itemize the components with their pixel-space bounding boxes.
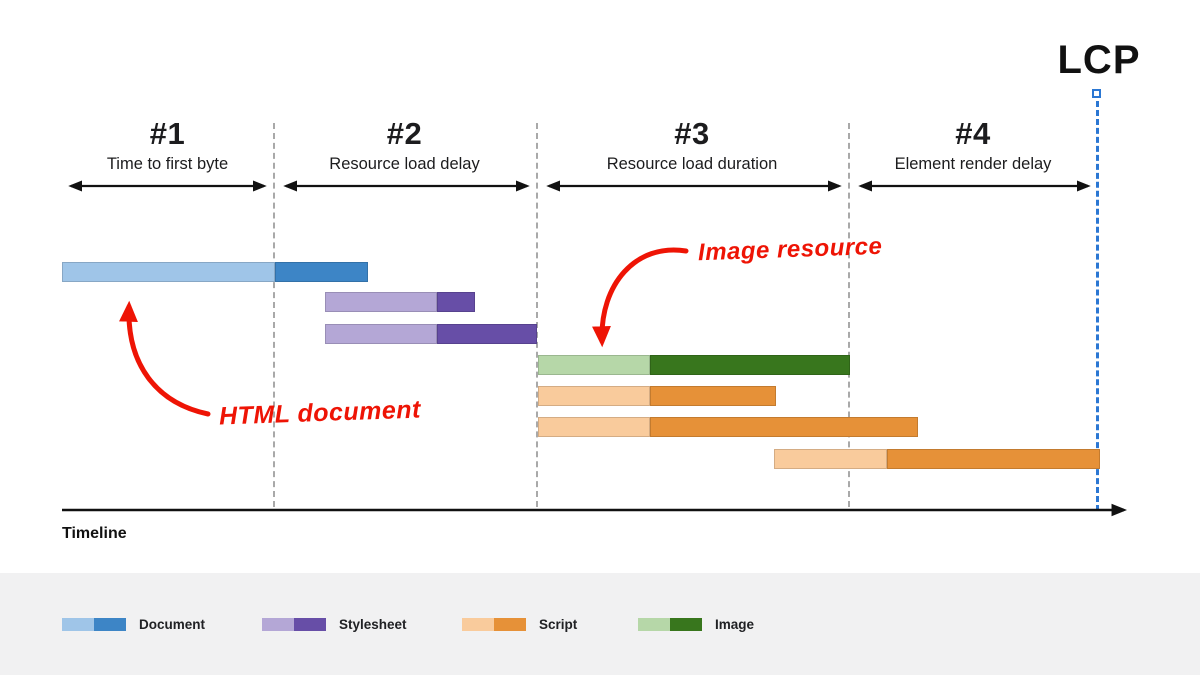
bar-document-light bbox=[62, 262, 275, 282]
timeline-label: Timeline bbox=[62, 525, 127, 542]
bar-script-2-light bbox=[538, 417, 650, 437]
bar-stylesheet-2-light bbox=[325, 324, 437, 344]
bar-document-dark bbox=[275, 262, 368, 282]
phase-1-number: #1 bbox=[149, 116, 186, 151]
legend-label-document: Document bbox=[139, 616, 206, 632]
image-light-swatch bbox=[638, 617, 670, 631]
lcp-marker-square bbox=[1092, 89, 1101, 98]
phase-4-label: Element render delay bbox=[894, 155, 1052, 173]
legend-entry-image: Image bbox=[638, 573, 754, 675]
phase-2-header: #2 Resource load delay bbox=[273, 116, 536, 174]
legend-entry-script: Script bbox=[462, 573, 577, 675]
html-document-annotation: HTML document bbox=[218, 395, 422, 431]
phase-3-number: #3 bbox=[674, 116, 710, 151]
script-swatch bbox=[462, 617, 526, 631]
phase-4-number: #4 bbox=[955, 116, 991, 151]
document-light-swatch bbox=[62, 617, 94, 631]
bar-script-1-light bbox=[538, 386, 650, 406]
lcp-time-line bbox=[1096, 101, 1099, 511]
phase-3-label: Resource load duration bbox=[606, 155, 778, 173]
phase-2-number: #2 bbox=[386, 116, 423, 151]
phase-1-header: #1 Time to first byte bbox=[62, 116, 273, 174]
script-light-swatch bbox=[462, 617, 494, 631]
image-resource-arrow bbox=[592, 247, 689, 348]
phase-boundary-line-3 bbox=[848, 123, 850, 507]
script-dark-swatch bbox=[494, 617, 526, 631]
legend-entry-document: Document bbox=[62, 573, 205, 675]
stylesheet-swatch bbox=[262, 617, 326, 631]
bar-image-light bbox=[538, 355, 650, 375]
phase-4-header: #4 Element render delay bbox=[848, 116, 1098, 174]
phase-1-label: Time to first byte bbox=[106, 155, 229, 173]
document-dark-swatch bbox=[94, 617, 126, 631]
stylesheet-light-swatch bbox=[262, 617, 294, 631]
document-swatch bbox=[62, 617, 126, 631]
stylesheet-dark-swatch bbox=[294, 617, 326, 631]
image-swatch bbox=[638, 617, 702, 631]
phase-3-header: #3 Resource load duration bbox=[536, 116, 848, 174]
html-document-arrow bbox=[119, 300, 211, 417]
bar-stylesheet-1-dark bbox=[437, 292, 475, 312]
legend-label-script: Script bbox=[539, 616, 578, 632]
phase-2-label: Resource load delay bbox=[329, 155, 480, 173]
bar-script-2-dark bbox=[650, 417, 918, 437]
legend: Document Stylesheet Script Image bbox=[0, 573, 1200, 675]
legend-label-stylesheet: Stylesheet bbox=[339, 616, 407, 632]
bar-script-3-dark bbox=[887, 449, 1100, 469]
bar-script-1-dark bbox=[650, 386, 776, 406]
bar-script-3-light bbox=[774, 449, 887, 469]
bar-image-dark bbox=[650, 355, 850, 375]
legend-label-image: Image bbox=[715, 616, 755, 632]
lcp-label: LCP bbox=[1057, 38, 1141, 82]
image-resource-annotation: Image resource bbox=[697, 232, 883, 267]
phase-boundary-line-1 bbox=[273, 123, 275, 507]
phase-boundary-line-2 bbox=[536, 123, 538, 507]
bar-stylesheet-1-light bbox=[325, 292, 437, 312]
legend-entry-stylesheet: Stylesheet bbox=[262, 573, 407, 675]
bar-stylesheet-2-dark bbox=[437, 324, 537, 344]
image-dark-swatch bbox=[670, 617, 702, 631]
